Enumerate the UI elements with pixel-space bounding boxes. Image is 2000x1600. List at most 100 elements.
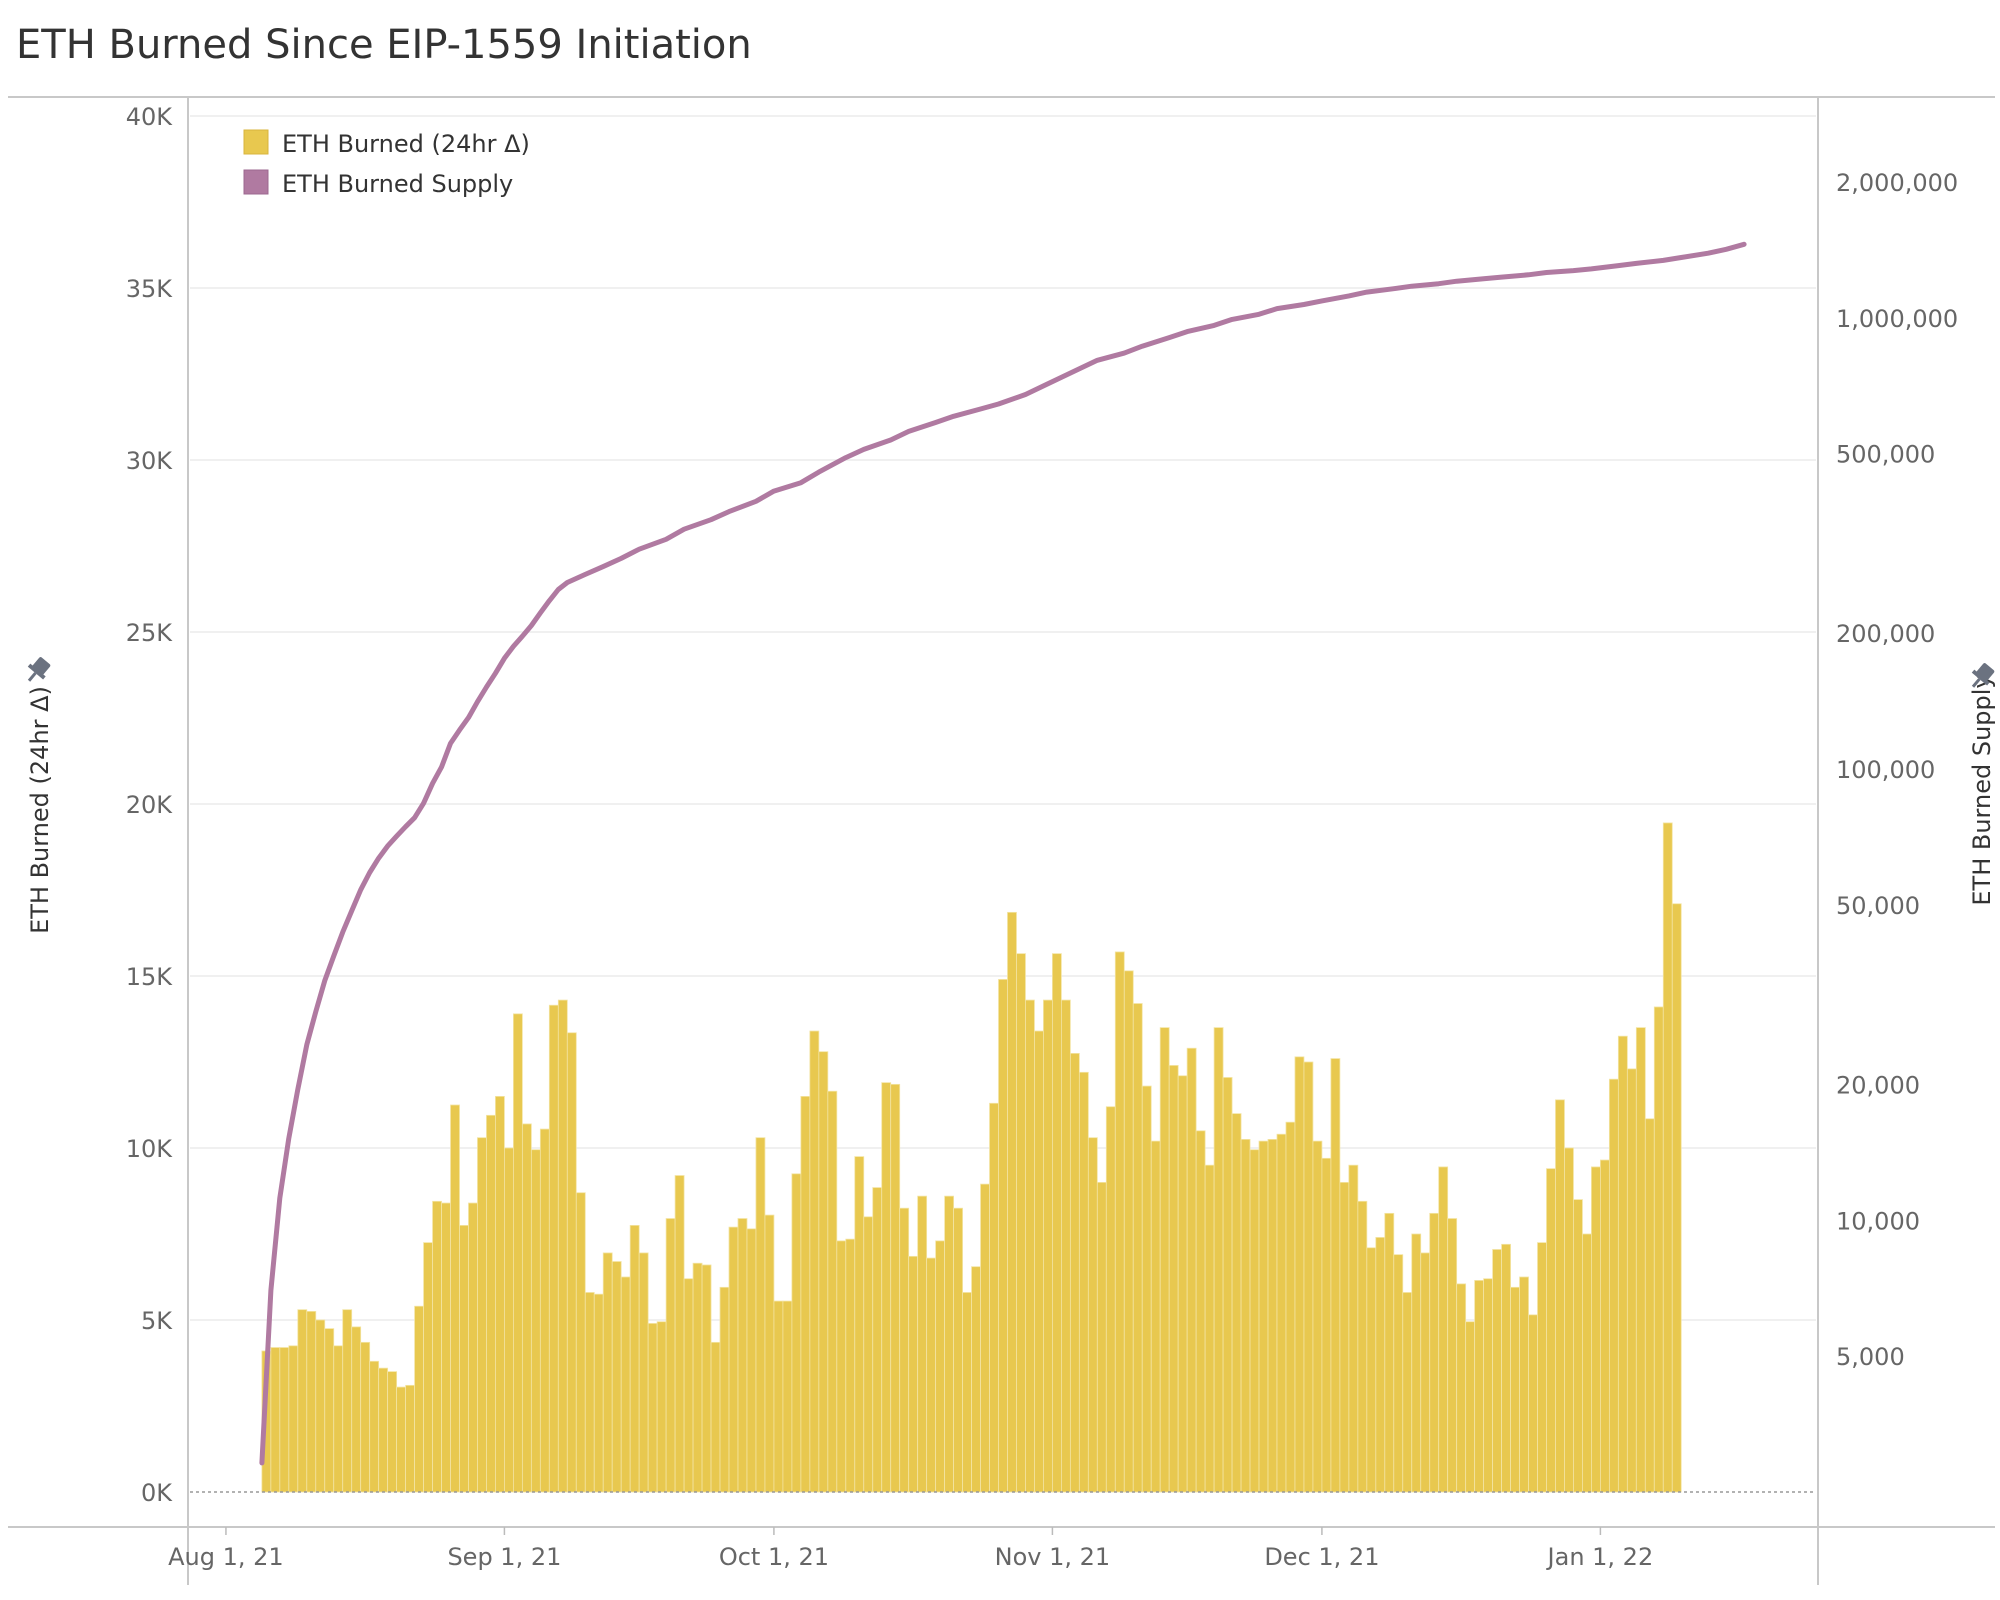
bar	[854, 1156, 865, 1493]
left-axis-tick-label: 35K	[126, 275, 174, 303]
bar	[1222, 1077, 1233, 1493]
bar	[836, 1240, 847, 1493]
bar	[459, 1225, 469, 1493]
bar	[1168, 1065, 1179, 1493]
left-axis-ticks: 0K 5K 10K 15K 20K 25K 30K 35K 40K	[126, 103, 174, 1507]
bar	[521, 1123, 532, 1493]
bar	[620, 1276, 631, 1493]
bar	[1537, 1242, 1547, 1493]
bar	[1348, 1164, 1359, 1493]
bar	[1132, 1003, 1143, 1493]
bar	[1573, 1199, 1583, 1493]
bar	[1213, 1027, 1224, 1493]
bar	[809, 1030, 820, 1493]
bar	[872, 1187, 883, 1493]
bar	[1294, 1056, 1305, 1493]
bar	[584, 1292, 595, 1493]
bar	[1447, 1218, 1458, 1493]
bar	[1626, 1068, 1637, 1493]
bar	[1483, 1278, 1493, 1493]
bar	[1240, 1139, 1251, 1493]
bar	[1357, 1200, 1368, 1493]
bar	[1321, 1157, 1332, 1493]
bar	[764, 1214, 775, 1493]
bar	[656, 1321, 667, 1493]
left-axis-tick-label: 30K	[126, 447, 174, 475]
bar	[926, 1257, 937, 1493]
bar	[890, 1083, 901, 1493]
x-axis-tick-label: Nov 1, 21	[995, 1543, 1111, 1571]
legend-label-line: ETH Burned Supply	[282, 170, 513, 198]
bar	[593, 1293, 604, 1493]
bar	[1555, 1099, 1565, 1493]
bar	[450, 1104, 460, 1493]
left-axis-pin-icon[interactable]	[21, 654, 53, 687]
left-axis-tick-label: 40K	[126, 103, 174, 131]
right-axis-pin-icon[interactable]	[1965, 660, 1997, 693]
bar	[971, 1266, 981, 1493]
bar	[1671, 903, 1682, 1493]
bar	[378, 1367, 389, 1493]
bar	[360, 1341, 371, 1493]
bar	[530, 1149, 541, 1493]
bar-series	[261, 822, 1682, 1493]
bar	[1456, 1283, 1467, 1493]
right-axis-tick-label: 10,000	[1836, 1207, 1920, 1235]
bar	[908, 1255, 919, 1493]
right-axis-tick-label: 100,000	[1836, 756, 1935, 784]
bar	[701, 1264, 712, 1493]
bar	[1546, 1168, 1556, 1493]
bar	[611, 1261, 622, 1493]
bar	[396, 1386, 407, 1493]
bar	[1384, 1212, 1395, 1493]
bar	[1114, 951, 1125, 1493]
bar	[1231, 1113, 1242, 1493]
bar	[1411, 1233, 1422, 1493]
x-axis-tick-label: Aug 1, 21	[168, 1543, 284, 1571]
bar	[1186, 1047, 1197, 1493]
bar	[1087, 1137, 1098, 1493]
bar	[575, 1192, 586, 1493]
bar	[1564, 1147, 1574, 1493]
bar	[288, 1345, 299, 1493]
bar	[441, 1202, 451, 1493]
bar	[1662, 822, 1673, 1493]
bar	[683, 1278, 694, 1493]
x-axis-tick-label: Jan 1, 22	[1546, 1543, 1654, 1571]
bar	[1016, 953, 1026, 1493]
legend-swatch-line	[243, 169, 269, 195]
bar	[674, 1175, 685, 1493]
bar	[827, 1090, 838, 1493]
left-axis-tick-label: 25K	[126, 619, 174, 647]
bar	[1644, 1118, 1655, 1493]
bar	[1501, 1243, 1511, 1493]
bar	[468, 1202, 478, 1493]
line-series	[259, 241, 1747, 1466]
bar	[1653, 1006, 1664, 1493]
x-axis-ticks: Aug 1, 21 Sep 1, 21 Oct 1, 21 Nov 1, 21 Dec …	[168, 1527, 1653, 1571]
bar	[1635, 1027, 1646, 1493]
left-axis-title: ETH Burned (24hr Δ)	[26, 686, 54, 934]
bar	[1043, 999, 1053, 1493]
bar	[1420, 1252, 1431, 1493]
bar	[315, 1319, 326, 1493]
bar	[1429, 1212, 1440, 1493]
bar	[1007, 911, 1017, 1493]
bar	[962, 1292, 972, 1493]
bar	[539, 1128, 550, 1493]
right-axis-tick-label: 20,000	[1836, 1071, 1920, 1099]
bar	[980, 1183, 990, 1493]
bar	[647, 1323, 658, 1493]
bar	[342, 1309, 353, 1493]
bar	[728, 1226, 739, 1493]
bar	[1492, 1249, 1502, 1493]
bar	[989, 1102, 999, 1493]
bar	[1339, 1182, 1350, 1493]
bar	[1123, 970, 1134, 1493]
bar	[423, 1242, 433, 1493]
bar	[414, 1305, 424, 1493]
right-axis-title: ETH Burned Supply	[1968, 674, 1996, 905]
bar	[279, 1347, 290, 1493]
bar	[602, 1252, 613, 1493]
bar	[1608, 1078, 1619, 1493]
